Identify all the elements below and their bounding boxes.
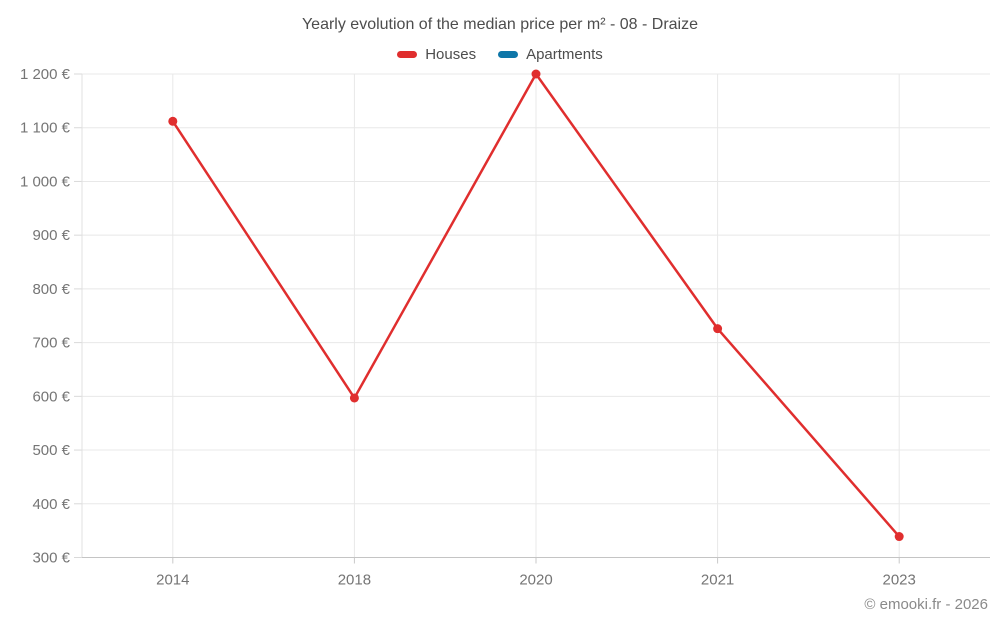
y-tick-label: 1 000 € xyxy=(20,173,71,190)
y-tick-label: 1 200 € xyxy=(20,66,71,83)
x-tick-label: 2023 xyxy=(883,572,916,589)
data-point[interactable] xyxy=(713,324,723,334)
y-tick-label: 700 € xyxy=(32,335,70,352)
data-point[interactable] xyxy=(894,532,904,542)
y-tick-label: 1 100 € xyxy=(20,120,71,137)
x-tick-label: 2020 xyxy=(519,572,552,589)
y-tick-label: 600 € xyxy=(32,388,70,405)
y-tick-label: 800 € xyxy=(32,281,70,298)
data-point[interactable] xyxy=(349,393,359,403)
x-tick-label: 2014 xyxy=(156,572,189,589)
x-tick-label: 2021 xyxy=(701,572,734,589)
data-point[interactable] xyxy=(168,116,178,126)
data-point[interactable] xyxy=(531,69,541,79)
houses-legend-swatch xyxy=(397,51,418,58)
legend-item-houses[interactable]: Houses xyxy=(397,46,476,63)
y-tick-label: 300 € xyxy=(32,550,70,567)
legend-item-apartments[interactable]: Apartments xyxy=(498,46,603,63)
chart-title: Yearly evolution of the median price per… xyxy=(301,16,699,33)
y-tick-label: 900 € xyxy=(32,227,70,244)
y-tick-label: 500 € xyxy=(32,442,70,459)
apartments-legend-label: Apartments xyxy=(526,46,603,63)
legend: Houses Apartments xyxy=(0,46,1000,63)
apartments-legend-swatch xyxy=(498,51,519,58)
copyright-text: © emooki.fr - 2026 xyxy=(864,596,988,613)
x-tick-label: 2018 xyxy=(338,572,371,589)
houses-legend-label: Houses xyxy=(425,46,477,63)
y-tick-label: 400 € xyxy=(32,496,70,513)
